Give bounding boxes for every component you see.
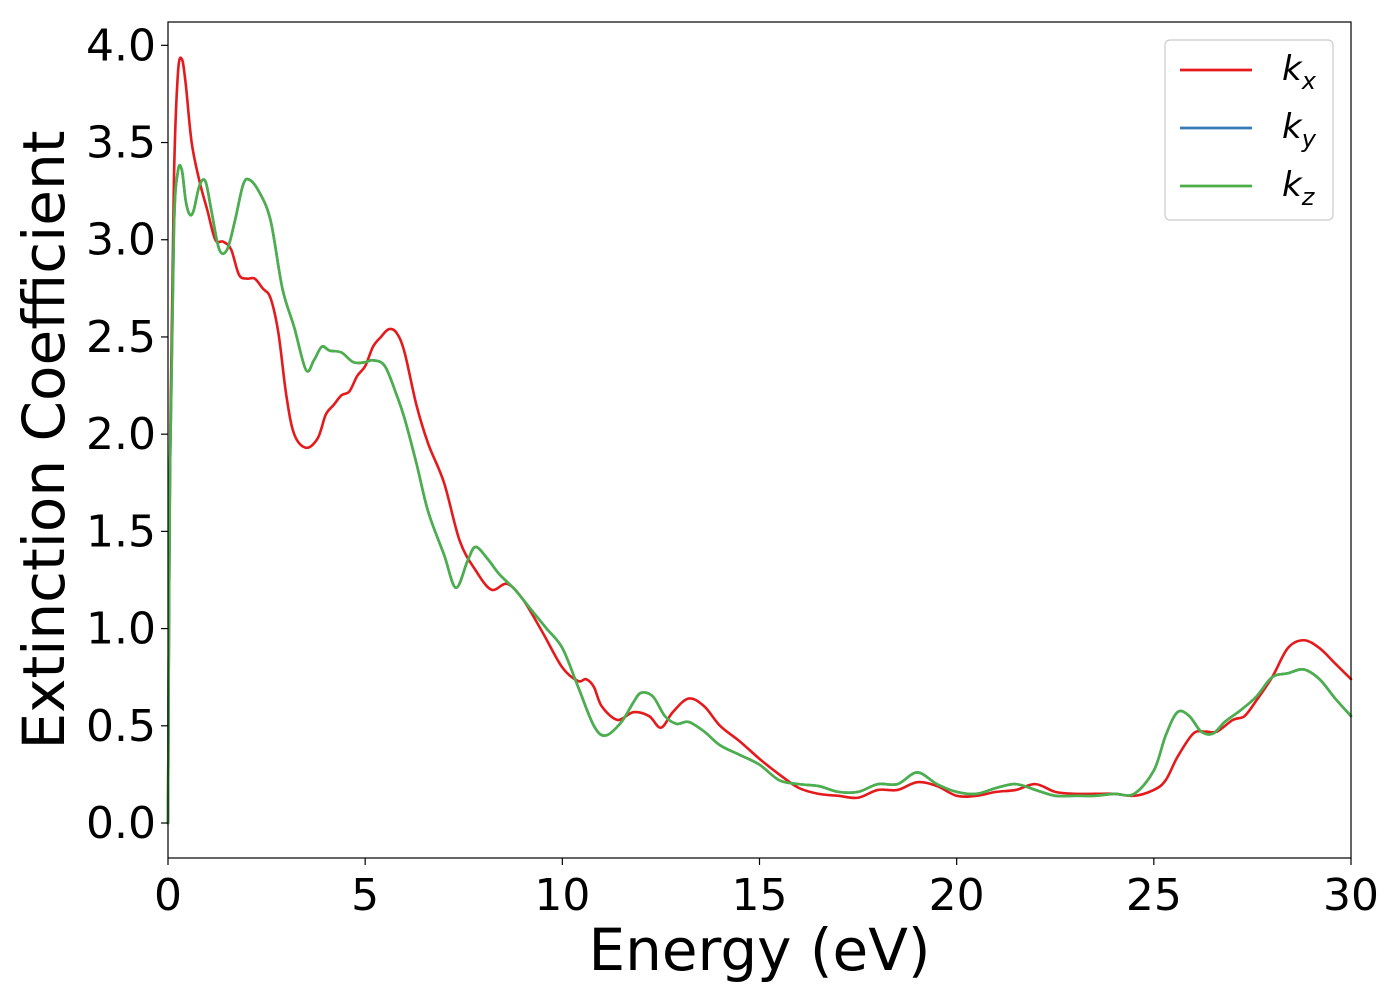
legend-label-z: kz [1282,165,1316,211]
series-layer [166,56,1353,825]
x-tick-label: 10 [534,870,590,921]
y-axis: 0.0 0.5 1.0 1.5 2.0 2.5 3.0 3.5 4.0 [86,20,168,849]
legend-frame [1164,39,1334,221]
y-tick-label: 1.0 [86,604,156,655]
legend-label-x: kx [1282,49,1317,95]
x-axis: 0 5 10 15 20 25 30 [154,858,1379,921]
y-axis-label: Extinction Coefficient [10,131,78,750]
y-tick-label: 3.5 [86,118,156,169]
legend: kx ky kz [1164,39,1334,221]
x-tick-label: 20 [929,870,985,921]
legend-label-y: ky [1282,107,1317,153]
y-tick-label: 1.5 [86,506,156,557]
x-tick-label: 30 [1323,870,1379,921]
y-tick-label: 2.0 [86,409,156,460]
x-tick-label: 15 [732,870,788,921]
x-tick-label: 0 [154,870,182,921]
series-line-z [166,163,1353,825]
x-tick-label: 5 [351,870,379,921]
y-tick-label: 3.0 [86,215,156,266]
y-tick-label: 0.5 [86,701,156,752]
y-tick-label: 2.5 [86,312,156,363]
plot-background [168,22,1351,858]
x-axis-label: Energy (eV) [588,916,930,984]
x-tick-label: 25 [1126,870,1182,921]
y-tick-label: 0.0 [86,798,156,849]
y-tick-label: 4.0 [86,20,156,71]
